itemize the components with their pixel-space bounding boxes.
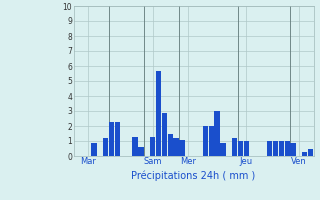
Bar [156, 71, 161, 156]
Bar [203, 126, 208, 156]
Bar [173, 138, 179, 156]
Bar [267, 141, 272, 156]
Bar [109, 121, 114, 156]
Bar [214, 111, 220, 156]
Bar [209, 126, 214, 156]
Bar [179, 140, 185, 156]
Bar [138, 147, 144, 156]
Bar [279, 141, 284, 156]
Bar [291, 142, 296, 156]
Bar [162, 112, 167, 156]
Bar [308, 148, 313, 156]
Bar [168, 134, 173, 156]
Bar [238, 141, 243, 156]
Bar [273, 141, 278, 156]
Bar [284, 141, 290, 156]
Bar [115, 121, 120, 156]
Bar [150, 137, 155, 156]
Bar [232, 138, 237, 156]
Bar [220, 142, 226, 156]
X-axis label: Précipitations 24h ( mm ): Précipitations 24h ( mm ) [132, 171, 256, 181]
Bar [103, 138, 108, 156]
Bar [302, 152, 308, 156]
Bar [92, 142, 97, 156]
Bar [132, 137, 138, 156]
Bar [244, 141, 249, 156]
